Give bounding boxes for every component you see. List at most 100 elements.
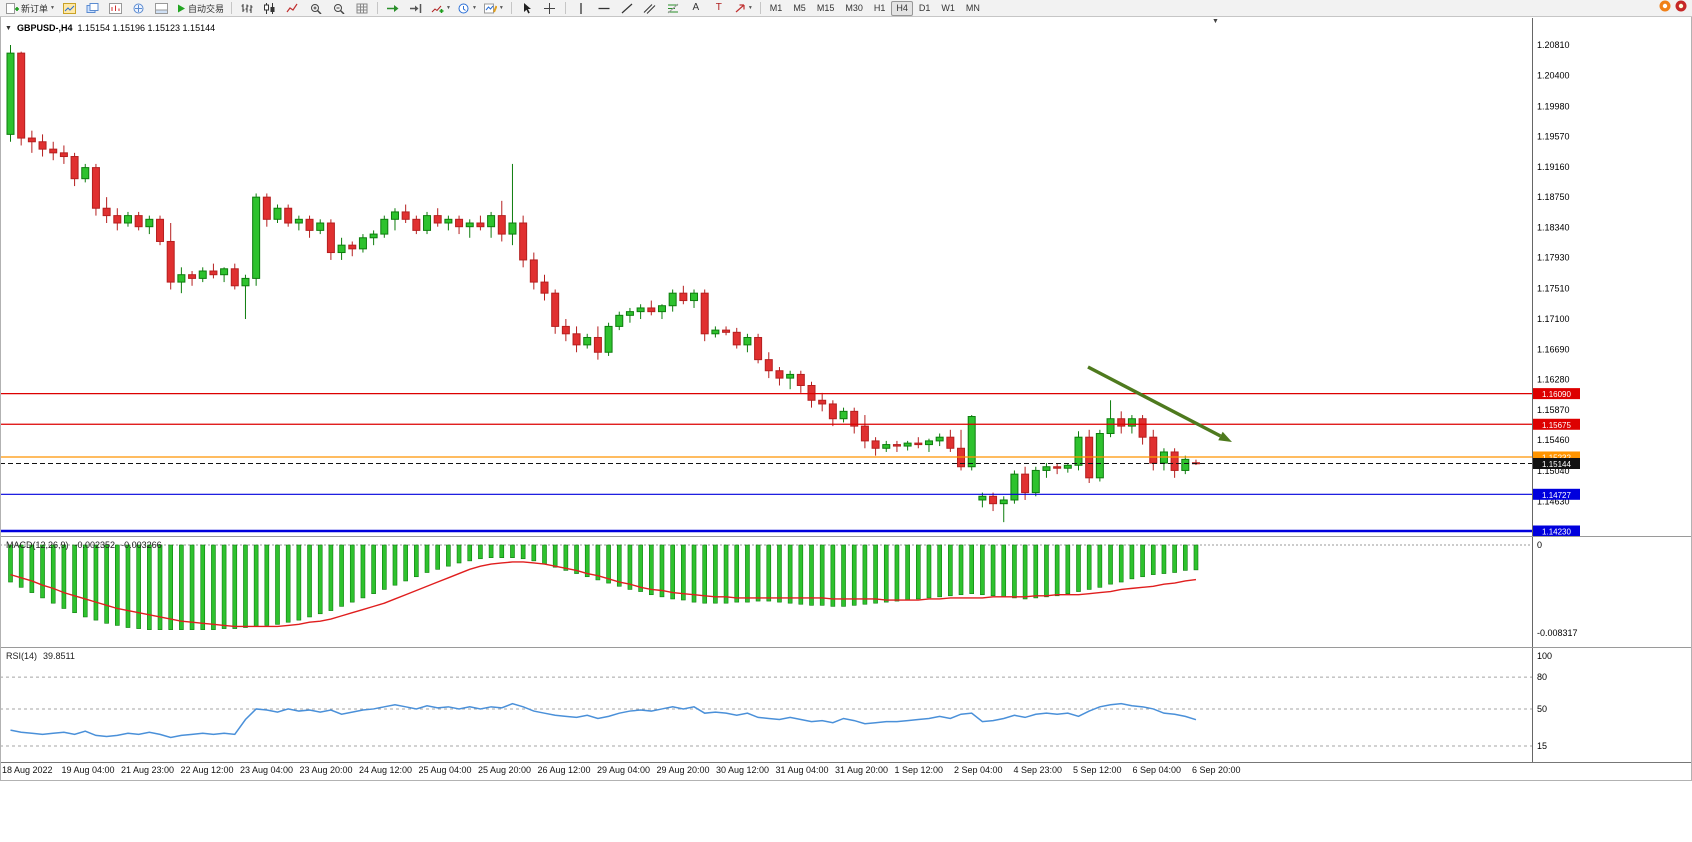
chart-shift-marker-icon[interactable]: ▼	[1212, 18, 1219, 25]
one-click-trading-arrow-icon[interactable]: ▼	[5, 24, 12, 32]
terminal-button[interactable]	[151, 0, 173, 16]
timeframe-button-m5[interactable]: M5	[793, 3, 806, 13]
candle-body	[444, 218, 453, 224]
chart-windows-button[interactable]	[59, 0, 81, 16]
candle-body	[519, 222, 528, 261]
chart-shift-button[interactable]	[405, 0, 427, 16]
candlestick-chart-button[interactable]	[259, 0, 281, 16]
timeframe-button-d1[interactable]: D1	[918, 3, 931, 13]
indicators-icon	[431, 3, 444, 14]
candle-body	[657, 305, 666, 313]
fibonacci-button[interactable]	[662, 0, 684, 16]
candle-body	[743, 336, 752, 346]
grid-button[interactable]	[351, 0, 373, 16]
candle-body	[818, 399, 827, 405]
timeframe-button-m15[interactable]: M15	[816, 3, 835, 13]
autotrading-play-icon	[177, 4, 186, 13]
timeframe-button-m1[interactable]: M1	[769, 3, 783, 13]
svg-text:1.20810: 1.20810	[1537, 40, 1570, 50]
templates-icon	[483, 3, 497, 14]
time-axis-label: 26 Aug 12:00	[537, 765, 591, 775]
trend-arrow[interactable]	[1087, 365, 1232, 442]
candle-body	[892, 444, 901, 447]
navigator-icon	[132, 3, 145, 14]
candle-body	[38, 141, 47, 150]
candle-body	[839, 410, 848, 420]
candle-body	[754, 336, 763, 361]
time-axis[interactable]: 18 Aug 2022 19 Aug 04:00 21 Aug 23:00 22 Au…	[0, 764, 1530, 779]
candle-body	[81, 167, 90, 180]
vertical-line-button[interactable]	[570, 0, 592, 16]
time-axis-label: 29 Aug 04:00	[597, 765, 651, 775]
candle-body	[668, 292, 677, 307]
candle-body	[850, 410, 859, 427]
market-watch-button[interactable]	[105, 0, 127, 16]
mql5-community-icon[interactable]	[1659, 0, 1671, 17]
crosshair-button[interactable]	[539, 0, 561, 16]
shapes-button[interactable]: ▼	[731, 0, 756, 16]
toolbar-right-icons	[1659, 0, 1689, 17]
candle-body	[615, 314, 624, 327]
svg-text:1.15675: 1.15675	[1542, 421, 1571, 430]
chart-shift-icon	[409, 3, 422, 14]
candle-body	[294, 218, 303, 224]
candle-body	[540, 281, 549, 294]
timeframe-button-h1[interactable]: H1	[873, 3, 886, 13]
auto-scroll-button[interactable]	[382, 0, 404, 16]
candle-body	[796, 373, 805, 386]
candle-body	[1138, 418, 1147, 438]
help-icon[interactable]	[1675, 0, 1687, 17]
svg-text:1.15870: 1.15870	[1537, 405, 1570, 415]
horizontal-levels: 1.160901.156751.152321.151441.147271.142…	[0, 388, 1580, 536]
profiles-button[interactable]	[82, 0, 104, 16]
new-order-button[interactable]: 新订单 ▼	[3, 0, 58, 16]
zoom-in-button[interactable]	[305, 0, 327, 16]
trendline-button[interactable]	[616, 0, 638, 16]
timeframe-button-h4[interactable]: H4	[891, 0, 913, 16]
navigator-button[interactable]	[128, 0, 150, 16]
candle-body	[690, 292, 699, 302]
line-chart-icon	[286, 3, 299, 14]
svg-text:1.16090: 1.16090	[1542, 390, 1571, 399]
zoom-out-button[interactable]	[328, 0, 350, 16]
fibonacci-icon	[667, 3, 679, 14]
macd-pane[interactable]: 0 -0.008317	[0, 537, 1692, 647]
price-chart-pane[interactable]: 1.20810 1.20400 1.19980 1.19570 1.19160 1.187…	[0, 18, 1692, 536]
svg-text:1.15040: 1.15040	[1537, 466, 1570, 476]
candle-body	[764, 359, 773, 372]
chevron-down-icon: ▼	[445, 4, 451, 11]
candle-body	[914, 442, 923, 446]
rsi-pane[interactable]: 100 80 50 15	[0, 648, 1692, 762]
templates-button[interactable]: ▼	[481, 0, 507, 16]
pane-separator[interactable]	[0, 647, 1692, 648]
pane-separator[interactable]	[0, 536, 1692, 537]
candle-body	[156, 218, 165, 242]
time-axis-label: 21 Aug 23:00	[121, 765, 175, 775]
autotrading-button[interactable]: 自动交易	[174, 0, 227, 16]
candle-body	[326, 222, 335, 254]
svg-text:1.15144: 1.15144	[1542, 460, 1571, 469]
price-tag	[1533, 451, 1580, 463]
indicators-button[interactable]: ▼	[428, 0, 454, 16]
svg-text:1.14727: 1.14727	[1542, 491, 1571, 500]
timeframe-button-mn[interactable]: MN	[965, 3, 980, 13]
horizontal-line-button[interactable]	[593, 0, 615, 16]
svg-text:1.14230: 1.14230	[1542, 528, 1571, 537]
chart-ohlc-values: 1.15154 1.15196 1.15123 1.15144	[77, 23, 216, 33]
channel-button[interactable]	[639, 0, 661, 16]
bars-chart-button[interactable]	[236, 0, 258, 16]
periods-button[interactable]: ▼	[455, 0, 480, 16]
label-button[interactable]: T	[708, 0, 730, 16]
candle-body	[380, 218, 389, 235]
timeframe-button-m30[interactable]: M30	[845, 3, 863, 13]
line-chart-button[interactable]	[282, 0, 304, 16]
cursor-button[interactable]	[516, 0, 538, 16]
time-axis-label: 25 Aug 04:00	[418, 765, 472, 775]
timeframe-button-w1[interactable]: W1	[941, 3, 955, 13]
chart-windows-icon	[63, 2, 77, 14]
bars-chart-icon	[240, 3, 253, 14]
time-axis-label: 24 Aug 12:00	[359, 765, 413, 775]
text-button[interactable]: A	[685, 0, 707, 16]
candle-body	[198, 270, 207, 279]
candle-body	[1149, 436, 1158, 464]
